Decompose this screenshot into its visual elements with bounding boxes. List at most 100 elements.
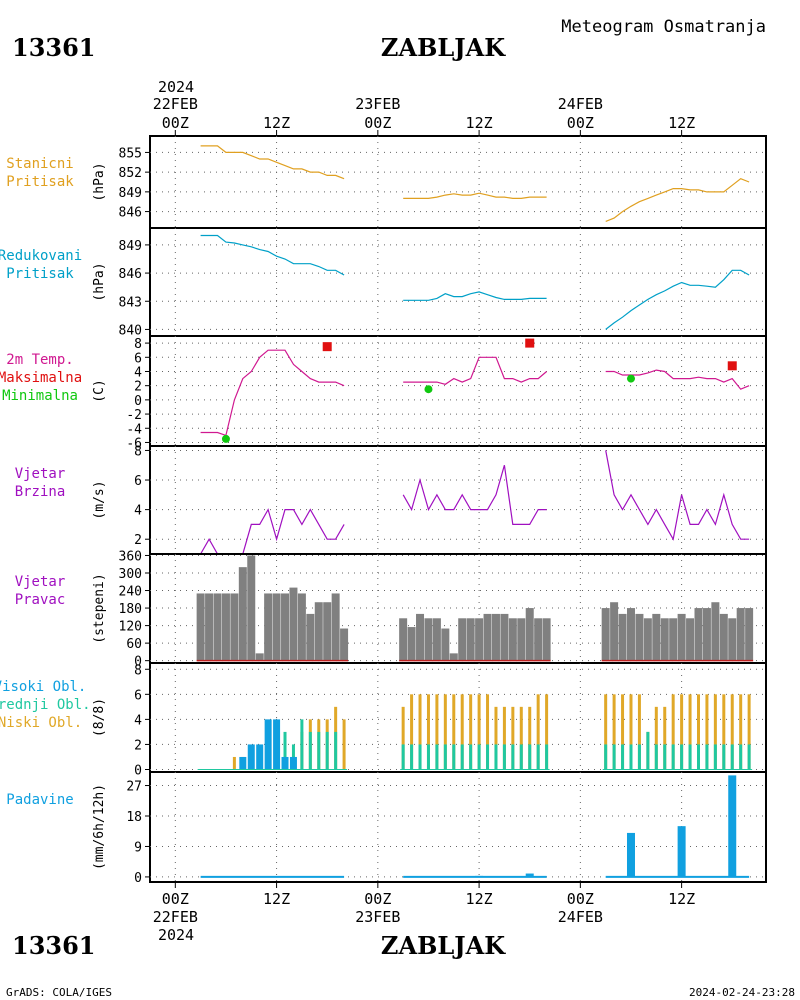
panel-label: Niski Obl. bbox=[0, 715, 82, 731]
x-hour-label-top: 12Z bbox=[263, 114, 290, 132]
direction-bar bbox=[475, 618, 484, 661]
mid-cloud-bar bbox=[663, 744, 667, 770]
low-cloud-bar bbox=[494, 706, 498, 770]
y-tick-label: 240 bbox=[119, 585, 142, 600]
low-cloud-bar bbox=[713, 694, 717, 770]
x-hour-label-bottom: 12Z bbox=[263, 890, 290, 908]
low-cloud-bar bbox=[342, 719, 346, 770]
y-tick-label: 6 bbox=[134, 351, 142, 366]
year-label-top: 2024 bbox=[158, 78, 194, 96]
low-cloud-bar bbox=[663, 706, 667, 770]
x-hour-label-bottom: 12Z bbox=[668, 890, 695, 908]
y-tick-label: 6 bbox=[134, 688, 142, 703]
direction-bar bbox=[542, 618, 551, 661]
low-cloud-bar bbox=[680, 694, 684, 770]
direction-bar bbox=[407, 627, 416, 661]
x-hour-label-bottom: 00Z bbox=[162, 890, 189, 908]
mid-cloud-bar bbox=[426, 744, 430, 770]
y-tick-label: 120 bbox=[119, 620, 142, 635]
y-axis-label: (C) bbox=[92, 379, 107, 402]
mid-cloud-bar bbox=[443, 744, 447, 770]
y-tick-label: 2 bbox=[134, 533, 142, 548]
y-tick-label: 2 bbox=[134, 738, 142, 753]
direction-bar bbox=[601, 608, 610, 661]
direction-bar bbox=[677, 613, 686, 661]
mid-cloud-bar bbox=[435, 744, 439, 770]
precip-bar bbox=[626, 832, 635, 877]
direction-bar bbox=[323, 602, 332, 661]
low-cloud-bar bbox=[629, 694, 633, 770]
low-cloud-bar bbox=[536, 694, 540, 770]
direction-bar bbox=[508, 618, 517, 661]
mid-cloud-bar bbox=[713, 744, 717, 770]
y-tick-label: 18 bbox=[126, 810, 142, 825]
direction-bar bbox=[441, 628, 450, 661]
direction-bar bbox=[314, 602, 323, 661]
y-axis-label: (mm/6h/12h) bbox=[92, 784, 107, 870]
station-name-top: ZABLJAK bbox=[381, 33, 506, 62]
mid-cloud-bar bbox=[671, 744, 675, 770]
x-date-label-bottom: 24FEB bbox=[558, 908, 603, 926]
direction-bar bbox=[525, 608, 534, 661]
low-cloud-bar bbox=[730, 694, 734, 770]
x-date-label-bottom: 23FEB bbox=[355, 908, 400, 926]
mid-cloud-bar bbox=[680, 744, 684, 770]
y-tick-label: 852 bbox=[119, 166, 142, 181]
low-cloud-bar bbox=[401, 706, 405, 770]
direction-bar bbox=[711, 602, 720, 661]
low-cloud-bar bbox=[435, 694, 439, 770]
low-cloud-bar bbox=[545, 694, 549, 770]
direction-bar bbox=[643, 618, 652, 661]
mid-cloud-bar bbox=[696, 744, 700, 770]
precip-bar bbox=[728, 775, 737, 877]
mid-cloud-bar bbox=[317, 731, 321, 770]
low-cloud-bar bbox=[486, 694, 490, 770]
y-tick-label: 855 bbox=[119, 146, 142, 161]
direction-bar bbox=[491, 613, 500, 661]
series-line-wind_speed bbox=[605, 450, 750, 541]
direction-bar bbox=[306, 613, 315, 661]
low-cloud-bar bbox=[410, 694, 414, 770]
mid-cloud-bar bbox=[621, 744, 625, 770]
direction-bar bbox=[264, 593, 273, 661]
panel-label: Redukovani bbox=[0, 248, 82, 264]
direction-bar bbox=[272, 593, 281, 661]
mid-cloud-bar bbox=[460, 744, 464, 770]
mid-cloud-bar bbox=[637, 744, 641, 770]
high-cloud-bar bbox=[273, 719, 281, 770]
x-date-label-top: 24FEB bbox=[558, 95, 603, 113]
y-tick-label: -6 bbox=[126, 436, 142, 451]
direction-bar bbox=[635, 613, 644, 661]
mid-cloud-bar bbox=[536, 744, 540, 770]
direction-bar bbox=[719, 613, 728, 661]
y-axis-label: (m/s) bbox=[92, 480, 107, 519]
direction-bar bbox=[669, 618, 678, 661]
direction-bar bbox=[289, 587, 298, 661]
series-line-wind_speed bbox=[402, 465, 547, 526]
precip-bar bbox=[677, 826, 686, 877]
station-id-bottom: 13361 bbox=[12, 931, 96, 960]
direction-bar bbox=[196, 593, 205, 661]
panel-label: Pritisak bbox=[6, 174, 74, 190]
direction-bar bbox=[432, 618, 441, 661]
max-temp-marker bbox=[727, 361, 737, 371]
low-cloud-bar bbox=[654, 706, 658, 770]
min-temp-marker bbox=[221, 434, 230, 443]
direction-bar bbox=[686, 618, 695, 661]
mid-cloud-bar bbox=[325, 731, 329, 770]
direction-bar bbox=[238, 567, 247, 661]
mid-cloud-bar bbox=[629, 744, 633, 770]
y-axis-label: (stepeni) bbox=[92, 573, 107, 643]
mid-cloud-bar bbox=[604, 744, 608, 770]
y-tick-label: 360 bbox=[119, 549, 142, 564]
mid-cloud-bar bbox=[747, 744, 751, 770]
mid-cloud-bar bbox=[283, 731, 287, 770]
mid-cloud-bar bbox=[688, 744, 692, 770]
panel-label: Minimalna bbox=[2, 388, 78, 404]
low-cloud-bar bbox=[621, 694, 625, 770]
y-tick-label: 840 bbox=[119, 323, 142, 338]
y-tick-label: 843 bbox=[119, 295, 142, 310]
low-cloud-bar bbox=[477, 694, 481, 770]
high-cloud-bar bbox=[256, 744, 264, 770]
max-temp-marker bbox=[525, 338, 535, 348]
